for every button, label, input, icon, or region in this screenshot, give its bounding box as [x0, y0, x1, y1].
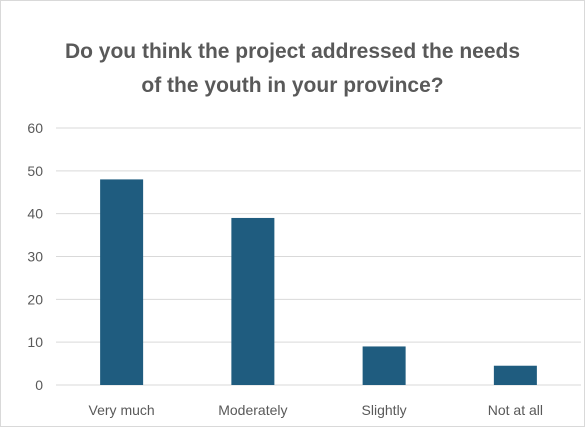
- x-tick-label: Moderately: [218, 402, 287, 418]
- bar-slightly: [362, 346, 406, 385]
- x-tick-label: Very much: [89, 402, 155, 418]
- gridlines: [56, 127, 581, 386]
- bar-not-at-all: [493, 365, 537, 385]
- y-axis-labels: 0 10 20 30 40 50 60: [27, 120, 43, 393]
- y-tick-label: 60: [27, 120, 43, 136]
- y-tick-label: 10: [27, 334, 43, 350]
- chart-title-line-2: of the youth in your province?: [141, 74, 444, 97]
- bar-moderately: [231, 217, 275, 385]
- x-tick-label: Slightly: [362, 402, 407, 418]
- y-tick-label: 50: [27, 163, 43, 179]
- x-tick-label: Not at all: [488, 402, 543, 418]
- y-tick-label: 40: [27, 206, 43, 222]
- y-tick-label: 20: [27, 291, 43, 307]
- y-tick-label: 30: [27, 249, 43, 265]
- chart-title: Do you think the project addressed the n…: [21, 35, 564, 103]
- bar-very-much: [100, 179, 144, 385]
- x-axis-labels: Very much Moderately Slightly Not at all: [89, 402, 543, 418]
- y-tick-label: 0: [35, 377, 43, 393]
- chart-title-line-1: Do you think the project addressed the n…: [64, 40, 521, 63]
- bars: [100, 179, 537, 385]
